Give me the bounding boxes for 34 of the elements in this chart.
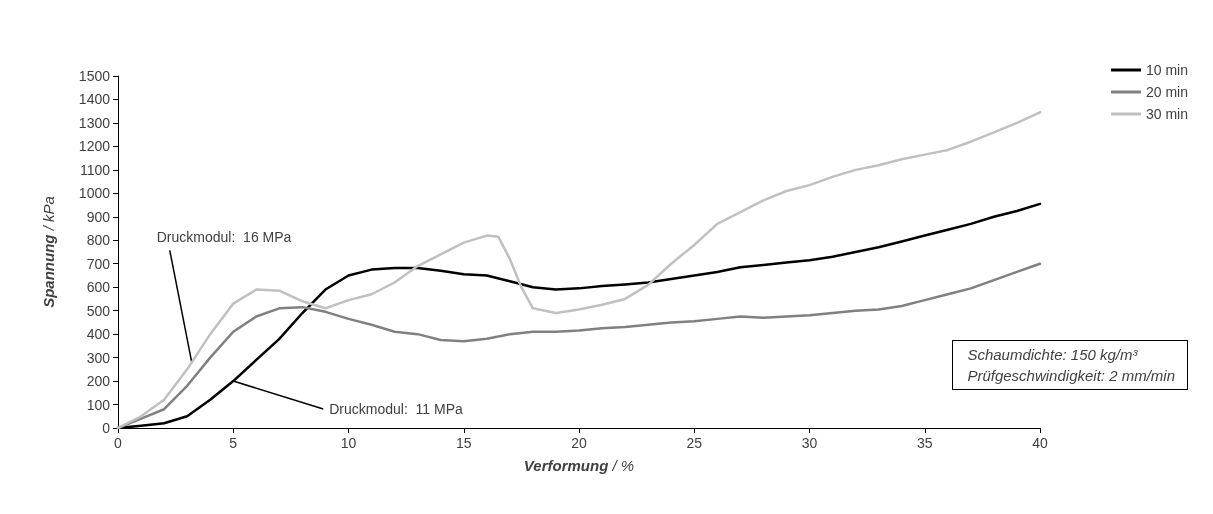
y-tick-label: 1500 xyxy=(78,68,111,84)
x-tick-label: 15 xyxy=(455,435,472,451)
x-tick-label: 25 xyxy=(686,435,703,451)
legend-label: 30 min xyxy=(1145,106,1189,122)
x-tick-label: 0 xyxy=(114,435,123,451)
y-tick-label: 1400 xyxy=(78,91,111,108)
y-tick-label: 400 xyxy=(86,326,111,343)
x-tick-label: 20 xyxy=(571,435,587,451)
y-tick-label: 0 xyxy=(102,420,111,436)
y-tick-label: 200 xyxy=(86,373,111,390)
y-tick-label: 600 xyxy=(86,279,111,296)
y-tick-label: 500 xyxy=(86,302,111,319)
x-tick-label: 35 xyxy=(916,435,933,451)
annotation: Schaumdichte: 150 kg/m³ xyxy=(967,346,1138,363)
annotation: Druckmodul: 16 MPa xyxy=(156,229,292,246)
y-tick-label: 700 xyxy=(86,255,111,272)
legend-label: 20 min xyxy=(1145,84,1189,100)
x-tick-label: 30 xyxy=(801,435,818,451)
y-tick-label: 1100 xyxy=(79,161,111,178)
y-tick-label: 300 xyxy=(86,349,111,366)
annotation: Prüfgeschwindigkeit: 2 mm/min xyxy=(967,367,1175,384)
y-tick-label: 900 xyxy=(86,208,111,225)
annotation: Druckmodul: 11 MPa xyxy=(329,401,464,418)
y-tick-label: 1200 xyxy=(78,138,111,155)
x-tick-label: 40 xyxy=(1032,435,1048,451)
x-axis-title: Verformung / % xyxy=(523,457,635,474)
y-axis-title: Spannung / kPa xyxy=(40,196,57,308)
legend-label: 10 min xyxy=(1145,62,1189,78)
x-tick-label: 10 xyxy=(340,435,357,451)
y-tick-label: 100 xyxy=(86,396,111,413)
y-tick-label: 1000 xyxy=(78,185,111,202)
y-tick-label: 800 xyxy=(86,232,111,249)
x-tick-label: 5 xyxy=(229,435,238,451)
y-tick-label: 1300 xyxy=(78,114,111,131)
